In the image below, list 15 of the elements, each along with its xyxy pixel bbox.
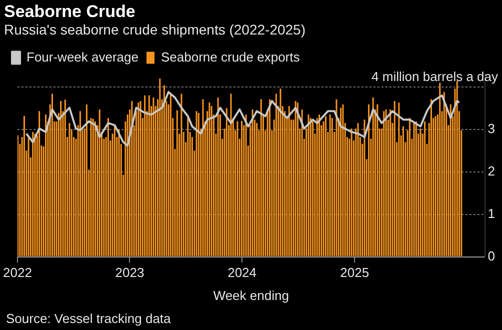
chart-title: Seaborne Crude [4, 2, 136, 21]
y-tick-label: 3 [488, 120, 496, 136]
x-tick-label: 2025 [340, 265, 370, 280]
x-tick-label: 2022 [3, 265, 32, 280]
x-axis-title: Week ending [213, 288, 289, 303]
x-tick-label: 2024 [228, 265, 256, 280]
chart-subtitle: Russia's seaborne crude shipments (2022-2025) [4, 22, 306, 38]
legend-label: Seaborne crude exports [161, 49, 300, 64]
y-tick-label: 2 [488, 163, 496, 178]
legend-label: Four-week average [26, 49, 138, 64]
ref-line-label: 4 million barrels a day [372, 69, 498, 84]
x-tick-label: 2023 [115, 265, 144, 280]
source-note: Source: Vessel tracking data [6, 311, 172, 326]
y-tick-label: 1 [488, 206, 496, 221]
y-tick-label: 0 [488, 248, 496, 264]
